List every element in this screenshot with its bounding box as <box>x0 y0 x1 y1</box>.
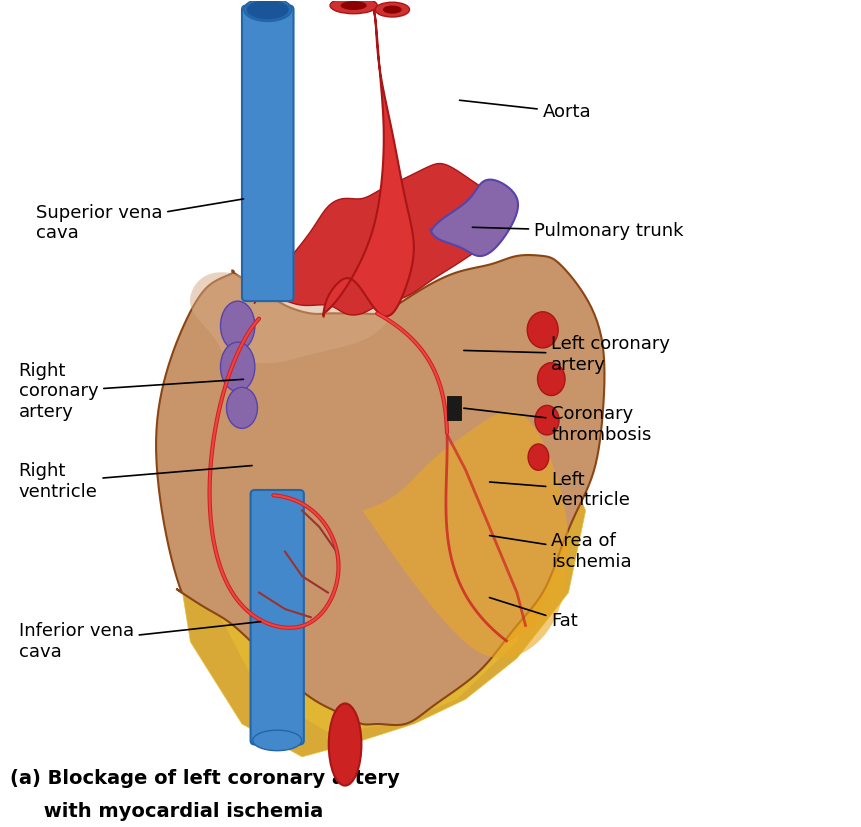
Ellipse shape <box>535 405 559 435</box>
Text: Right
ventricle: Right ventricle <box>19 462 251 501</box>
Text: Superior vena
cava: Superior vena cava <box>35 199 244 242</box>
FancyBboxPatch shape <box>242 6 294 301</box>
Polygon shape <box>156 255 604 725</box>
Ellipse shape <box>226 387 257 428</box>
Ellipse shape <box>382 6 401 14</box>
Polygon shape <box>355 411 568 658</box>
Ellipse shape <box>528 444 548 471</box>
Ellipse shape <box>340 1 366 10</box>
Text: with myocardial ischemia: with myocardial ischemia <box>10 802 323 821</box>
Text: (a) Blockage of left coronary artery: (a) Blockage of left coronary artery <box>10 769 400 788</box>
Text: Coronary
thrombosis: Coronary thrombosis <box>463 405 651 443</box>
Ellipse shape <box>220 342 255 391</box>
Ellipse shape <box>375 2 409 17</box>
Bar <box>447 395 461 420</box>
Ellipse shape <box>220 301 255 351</box>
Polygon shape <box>173 453 585 757</box>
Text: Aorta: Aorta <box>459 100 591 122</box>
Text: Inferior vena
cava: Inferior vena cava <box>19 622 260 662</box>
Text: Right
coronary
artery: Right coronary artery <box>19 361 243 421</box>
Polygon shape <box>344 428 567 658</box>
Polygon shape <box>323 0 413 317</box>
Ellipse shape <box>330 0 377 14</box>
FancyBboxPatch shape <box>251 490 303 744</box>
Polygon shape <box>254 164 499 315</box>
Text: Pulmonary trunk: Pulmonary trunk <box>472 222 683 241</box>
Ellipse shape <box>246 0 289 20</box>
Ellipse shape <box>527 312 558 348</box>
Polygon shape <box>190 510 542 732</box>
Ellipse shape <box>328 704 361 786</box>
Polygon shape <box>430 179 517 256</box>
Text: Left
ventricle: Left ventricle <box>489 471 629 509</box>
Text: Area of
ischemia: Area of ischemia <box>489 532 631 571</box>
Ellipse shape <box>537 363 564 395</box>
Polygon shape <box>189 272 396 363</box>
Text: Left coronary
artery: Left coronary artery <box>463 335 670 374</box>
Ellipse shape <box>252 730 301 751</box>
Text: Fat: Fat <box>489 598 578 630</box>
